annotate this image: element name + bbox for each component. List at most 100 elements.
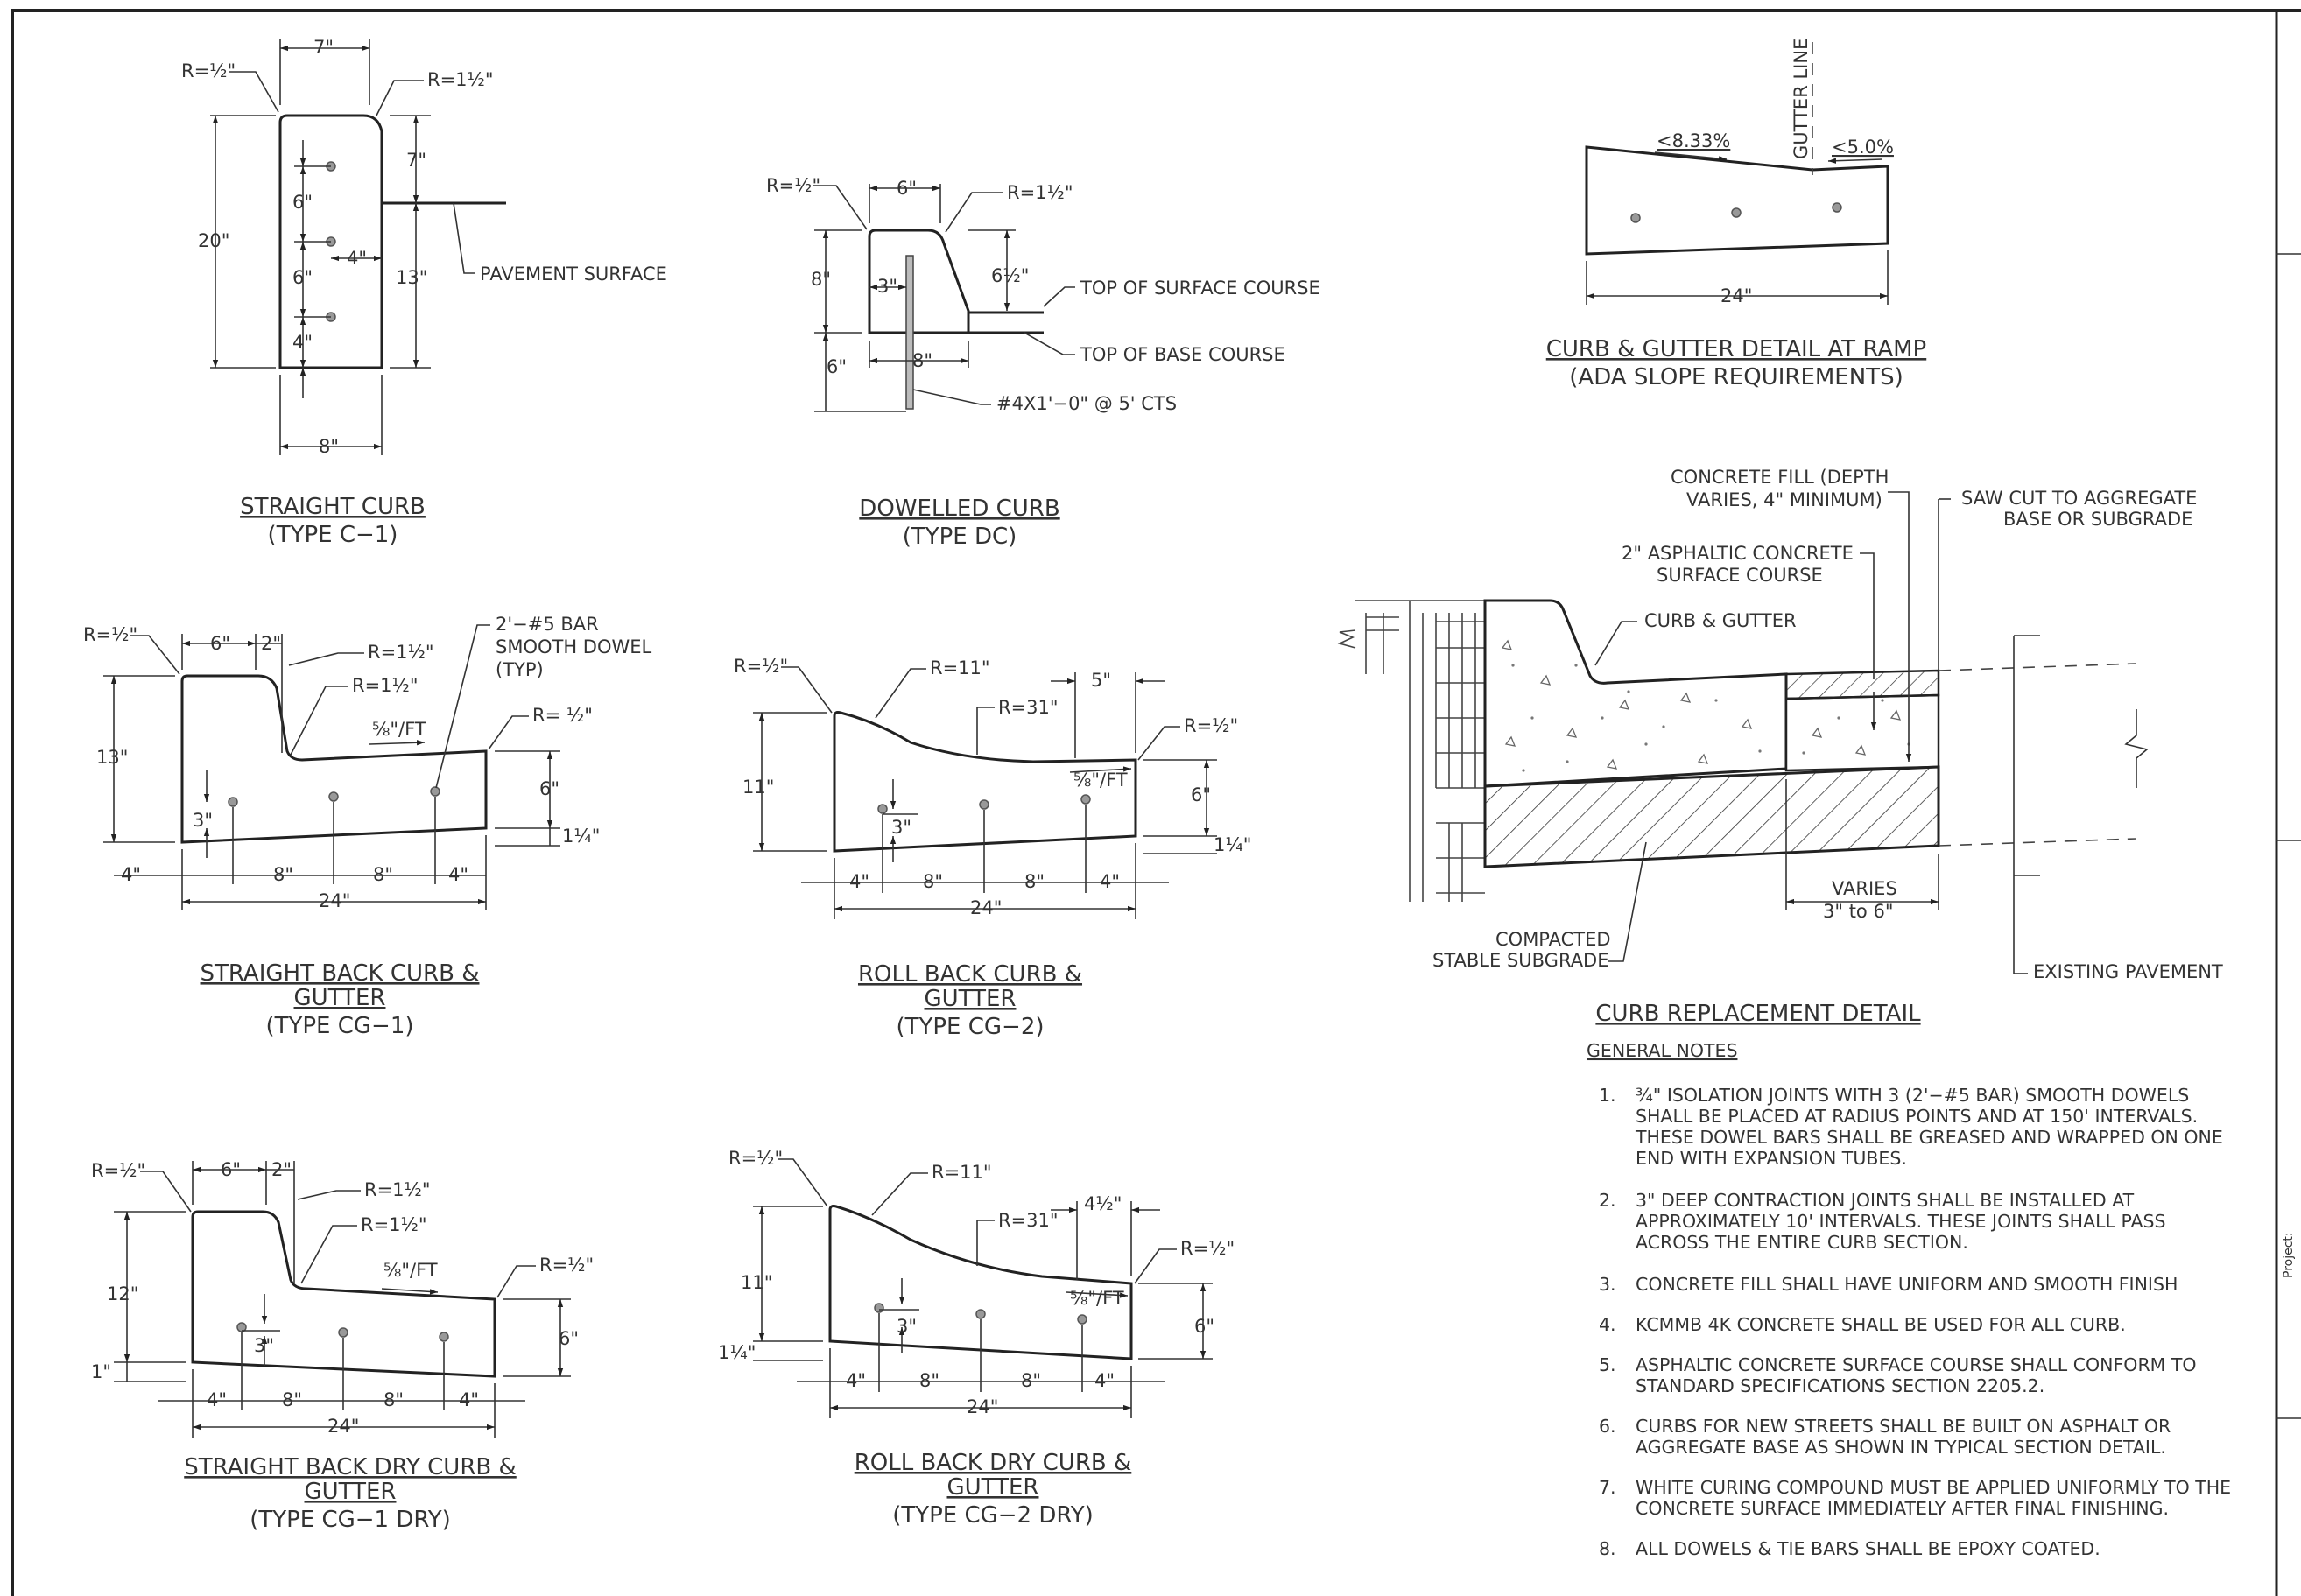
dowelled-curb-base-width: 8" bbox=[912, 350, 932, 371]
cg1-dim-114: 1¼" bbox=[562, 826, 600, 847]
cg1-bar-3: (TYP) bbox=[496, 659, 544, 680]
replacement-asphalt-1: 2" ASPHALTIC CONCRETE bbox=[1622, 543, 1854, 564]
dowelled-curb-r-right: R=1½" bbox=[1007, 182, 1073, 203]
replacement-title: CURB REPLACEMENT DETAIL bbox=[1595, 1001, 1921, 1027]
cg1-base-2: 8" bbox=[273, 864, 293, 885]
note-5-line-1: ASPHALTIC CONCRETE SURFACE COURSE SHALL … bbox=[1636, 1354, 2197, 1375]
straight-curb-height: 20" bbox=[198, 230, 229, 251]
note-7-line-2: CONCRETE SURFACE IMMEDIATELY AFTER FINAL… bbox=[1636, 1498, 2169, 1519]
straight-curb-dim-7: 7" bbox=[406, 150, 426, 171]
cg2-base-1: 4" bbox=[849, 871, 869, 892]
cg1dry-base-4: 4" bbox=[459, 1389, 479, 1410]
cg2dry-dim-3: 3" bbox=[897, 1316, 917, 1337]
dowelled-curb-title: DOWELLED CURB bbox=[859, 496, 1059, 522]
straight-curb-top-width: 7" bbox=[313, 37, 334, 58]
cg2-dim-114: 1¼" bbox=[1214, 834, 1251, 855]
cg1dry-title-2: GUTTER bbox=[305, 1479, 397, 1505]
cg2dry-dim-4half: 4½" bbox=[1084, 1193, 1122, 1214]
cg1dry-r2: R=1½" bbox=[361, 1214, 427, 1235]
note-7-line-1: WHITE CURING COMPOUND MUST BE APPLIED UN… bbox=[1636, 1477, 2231, 1498]
cg1dry-total: 24" bbox=[327, 1416, 359, 1437]
cg2-base-3: 8" bbox=[1024, 871, 1045, 892]
cg1-dim-2: 2" bbox=[261, 633, 281, 654]
note-2-line-1: 3" DEEP CONTRACTION JOINTS SHALL BE INST… bbox=[1636, 1190, 2135, 1211]
cg1dry-r1: R=1½" bbox=[364, 1179, 431, 1200]
ramp-slope-left: <8.33% bbox=[1657, 130, 1730, 151]
cg2-dim-6: 6" bbox=[1191, 784, 1211, 805]
title-block-project-label: Project: bbox=[2282, 1232, 2296, 1278]
cg1dry-dim-12: 12" bbox=[107, 1283, 138, 1304]
cg1-base-1: 4" bbox=[121, 864, 141, 885]
cg2-detail: R=½" R=11" R=31" 5" R=½" ⅝"/FT 11" 3" 6"… bbox=[734, 656, 1251, 1040]
cg2-r31: R=31" bbox=[998, 697, 1059, 718]
cg2dry-r11: R=11" bbox=[932, 1162, 992, 1183]
note-1-num: 1. bbox=[1599, 1085, 1616, 1106]
cg1dry-base-1: 4" bbox=[207, 1389, 227, 1410]
cg2-total: 24" bbox=[970, 897, 1002, 918]
replacement-compacted-2: STABLE SUBGRADE bbox=[1432, 950, 1609, 971]
replacement-compacted-1: COMPACTED bbox=[1495, 929, 1611, 950]
cg2dry-r-right: R=½" bbox=[1180, 1238, 1235, 1259]
replacement-concrete-fill-2: VARIES, 4" MINIMUM) bbox=[1686, 489, 1882, 510]
cg1dry-base-3: 8" bbox=[384, 1389, 404, 1410]
note-8-line-1: ALL DOWELS & TIE BARS SHALL BE EPOXY COA… bbox=[1636, 1538, 2100, 1559]
cg1-r1: R=1½" bbox=[368, 642, 434, 663]
dowelled-curb-top-surface-label: TOP OF SURFACE COURSE bbox=[1080, 278, 1320, 299]
cg2dry-slope: ⅝"/FT bbox=[1070, 1288, 1124, 1309]
dowelled-curb-dim-6: 6" bbox=[827, 356, 847, 377]
cg1-total: 24" bbox=[319, 890, 350, 911]
note-3-num: 3. bbox=[1599, 1274, 1616, 1295]
note-1-line-3: THESE DOWEL BARS SHALL BE GREASED AND WR… bbox=[1635, 1127, 2223, 1148]
straight-curb-r-right: R=1½" bbox=[427, 69, 494, 90]
note-6-line-1: CURBS FOR NEW STREETS SHALL BE BUILT ON … bbox=[1636, 1416, 2171, 1437]
cg2dry-base-3: 8" bbox=[1021, 1370, 1041, 1391]
cg2-dim-5: 5" bbox=[1091, 670, 1111, 691]
replacement-saw-cut-2: BASE OR SUBGRADE bbox=[2003, 509, 2192, 530]
note-6-num: 6. bbox=[1599, 1416, 1616, 1437]
concrete-texture bbox=[1501, 639, 1902, 770]
cg1-dim-6: 6" bbox=[210, 633, 230, 654]
note-1-line-4: END WITH EXPANSION TUBES. bbox=[1636, 1148, 1907, 1169]
cg1dry-dim-3: 3" bbox=[254, 1335, 274, 1356]
cg2dry-title: ROLL BACK DRY CURB & bbox=[855, 1450, 1132, 1476]
straight-curb-dim-6a: 6" bbox=[292, 192, 313, 213]
cg1-bar-1: 2'−#5 BAR bbox=[496, 614, 599, 635]
cg2dry-r-left: R=½" bbox=[728, 1148, 783, 1169]
replacement-saw-cut-1: SAW CUT TO AGGREGATE bbox=[1961, 488, 2197, 509]
cg2-dim-3: 3" bbox=[891, 817, 911, 838]
straight-curb-title: STRAIGHT CURB bbox=[240, 494, 426, 520]
replacement-existing-pavement: EXISTING PAVEMENT bbox=[2033, 961, 2223, 982]
note-1-line-2: SHALL BE PLACED AT RADIUS POINTS AND AT … bbox=[1636, 1106, 2198, 1127]
straight-curb-r-left: R=½" bbox=[181, 60, 236, 81]
cg1-r-right: R= ½" bbox=[532, 705, 593, 726]
note-6-line-2: AGGREGATE BASE AS SHOWN IN TYPICAL SECTI… bbox=[1636, 1437, 2166, 1458]
replacement-varies-1: VARIES bbox=[1832, 878, 1897, 899]
cg1-slope: ⅝"/FT bbox=[372, 719, 426, 740]
sheet-border bbox=[11, 9, 2301, 1596]
cg2dry-r31: R=31" bbox=[998, 1210, 1059, 1231]
cg1-dim-3: 3" bbox=[193, 810, 213, 831]
dowelled-curb-dim-8: 8" bbox=[811, 269, 831, 290]
straight-curb-pavement-label: PAVEMENT SURFACE bbox=[480, 264, 667, 285]
cg1-title: STRAIGHT BACK CURB & bbox=[201, 960, 480, 987]
note-7-num: 7. bbox=[1599, 1477, 1616, 1498]
note-2-line-2: APPROXIMATELY 10' INTERVALS. THESE JOINT… bbox=[1636, 1211, 2166, 1232]
dowelled-curb-subtitle: (TYPE DC) bbox=[903, 524, 1017, 550]
note-8-num: 8. bbox=[1599, 1538, 1616, 1559]
straight-curb-detail: 7" R=½" R=1½" 20" 7" 13" 6" 6" 4" 4" PAV… bbox=[181, 37, 667, 548]
dowelled-curb-detail: 6" R=½" R=1½" 8" 6" 3" 6½" 8" TOP OF SUR… bbox=[766, 175, 1320, 550]
cg2dry-dim-11: 11" bbox=[741, 1272, 772, 1293]
replacement-asphalt-2: SURFACE COURSE bbox=[1657, 565, 1823, 586]
cg1dry-r-right: R=½" bbox=[539, 1255, 594, 1276]
note-3-line-1: CONCRETE FILL SHALL HAVE UNIFORM AND SMO… bbox=[1636, 1274, 2178, 1295]
cg1-dim-13: 13" bbox=[96, 747, 128, 768]
straight-curb-dim-4b: 4" bbox=[292, 332, 313, 353]
note-1-line-1: ¾" ISOLATION JOINTS WITH 3 (2'−#5 BAR) S… bbox=[1636, 1085, 2189, 1106]
ramp-slope-right: <5.0% bbox=[1832, 137, 1894, 158]
cg2-r11: R=11" bbox=[930, 657, 990, 678]
cg1-bar-2: SMOOTH DOWEL bbox=[496, 636, 652, 657]
cg2dry-dim-114: 1¼" bbox=[718, 1342, 756, 1363]
cg2-slope: ⅝"/FT bbox=[1073, 770, 1128, 791]
replacement-concrete-fill-1: CONCRETE FILL (DEPTH bbox=[1671, 467, 1889, 488]
